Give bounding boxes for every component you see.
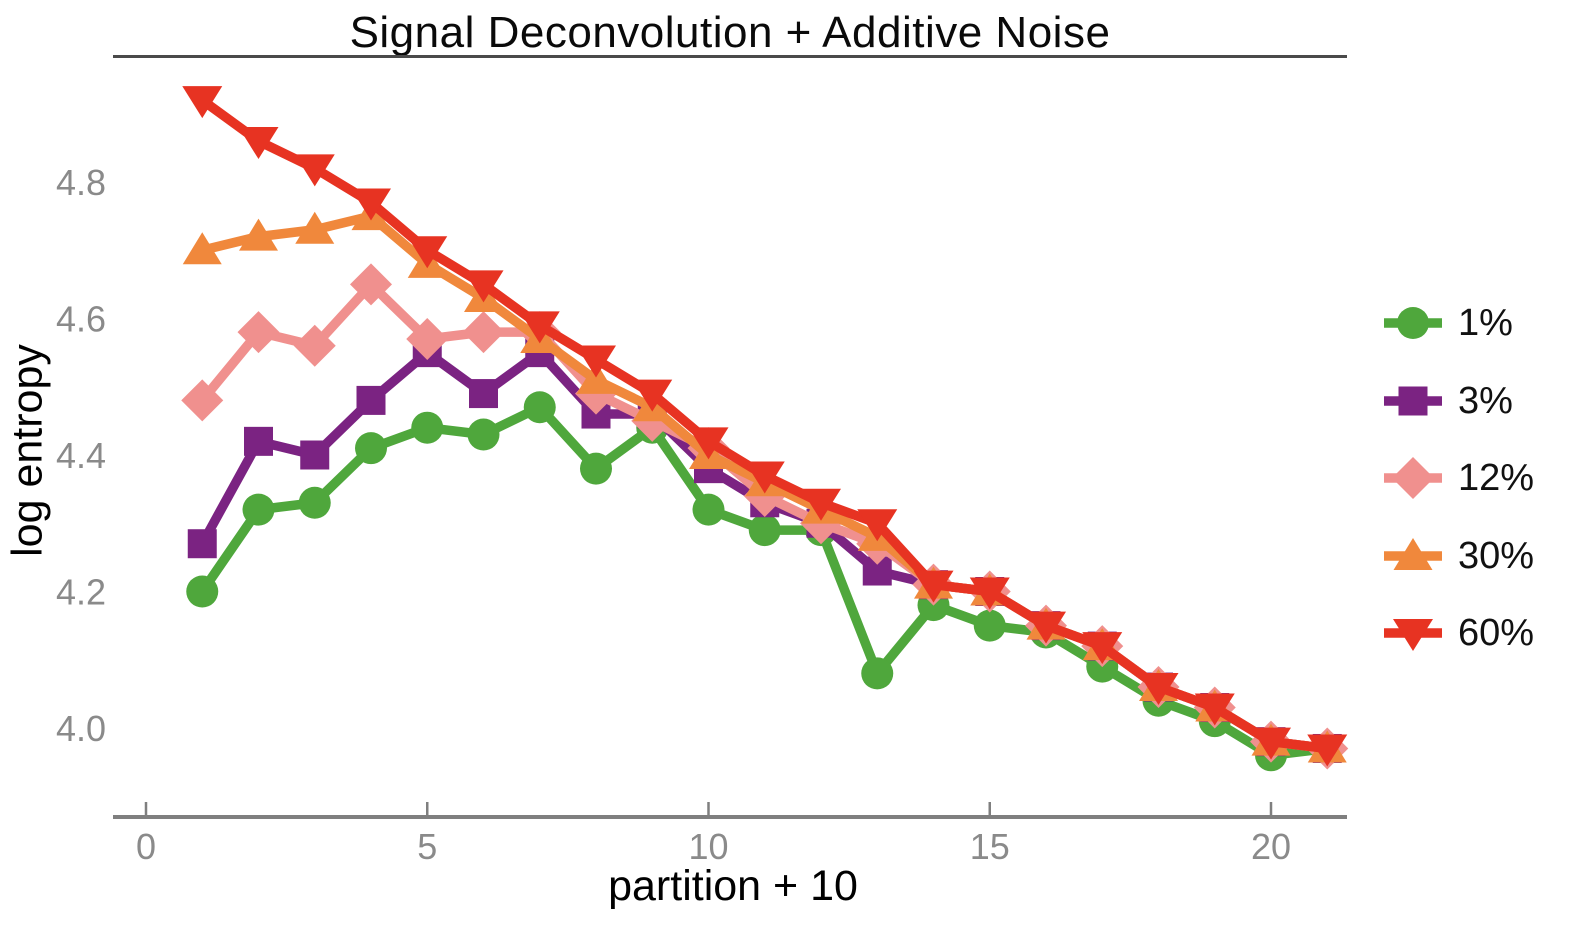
legend-marker-square-icon <box>1384 386 1442 415</box>
legend-label: 60% <box>1458 612 1535 654</box>
circle-marker <box>580 452 612 485</box>
legend-item-1%: 1% <box>1382 298 1513 348</box>
legend-square-icon <box>1398 386 1428 415</box>
triangle-down-marker <box>1138 673 1179 706</box>
series-60% <box>182 86 1348 767</box>
x-tick-label: 10 <box>688 826 728 867</box>
triangle-down-marker <box>576 345 616 378</box>
circle-marker <box>242 493 275 526</box>
legend-label: 3% <box>1458 379 1513 422</box>
legend-label: 1% <box>1458 302 1513 344</box>
triangle-down-marker <box>688 427 729 460</box>
legend-triangle-down-icon <box>1393 619 1433 651</box>
legend-item-3%: 3% <box>1382 376 1513 426</box>
diamond-marker <box>293 324 336 367</box>
square-marker <box>469 379 498 409</box>
legend-circle-icon <box>1397 307 1429 339</box>
triangle-down-marker <box>1194 693 1235 726</box>
circle-marker <box>973 609 1006 642</box>
diamond-marker <box>237 311 280 354</box>
triangle-up-marker <box>576 361 616 394</box>
square-marker <box>187 529 217 559</box>
circle-marker <box>692 493 725 526</box>
triangle-down-marker <box>632 379 673 412</box>
circle-marker <box>411 411 444 444</box>
diamond-marker <box>462 311 505 354</box>
triangle-down-marker <box>857 509 898 542</box>
triangle-up-marker <box>182 232 222 265</box>
triangle-down-marker <box>1307 734 1348 767</box>
diamond-marker <box>406 317 449 360</box>
x-tick-label: 0 <box>136 826 156 867</box>
y-tick-label: 4.2 <box>56 572 106 613</box>
triangle-down-marker <box>407 236 448 269</box>
square-marker <box>300 440 330 470</box>
x-tick-label: 20 <box>1251 826 1291 867</box>
x-tick-label: 5 <box>417 826 437 867</box>
circle-marker <box>861 657 894 690</box>
circle-marker <box>467 418 500 451</box>
legend-item-60%: 60% <box>1382 608 1534 658</box>
legend-marker-diamond-icon <box>1384 457 1442 499</box>
circle-marker <box>748 514 781 547</box>
y-tick-label: 4.8 <box>56 162 106 203</box>
triangle-down-marker <box>294 154 335 187</box>
y-tick-label: 4.4 <box>56 435 106 476</box>
circle-marker <box>298 486 331 519</box>
legend-triangle-up-icon <box>1393 537 1433 570</box>
triangle-down-marker <box>969 577 1010 610</box>
diamond-marker <box>350 263 392 306</box>
chart-title: Signal Deconvolution + Additive Noise <box>349 8 1111 57</box>
legend-diamond-icon <box>1392 457 1434 499</box>
x-axis-label: partition + 10 <box>608 862 858 910</box>
title-underline <box>113 55 1347 58</box>
legend-label: 30% <box>1458 534 1535 577</box>
series-1% <box>186 391 1344 772</box>
triangle-down-marker <box>463 270 504 303</box>
legend-item-12%: 12% <box>1382 453 1534 503</box>
y-axis-label: log entropy <box>3 344 52 557</box>
triangle-up-marker <box>239 218 278 251</box>
y-tick-label: 4.6 <box>56 299 106 340</box>
legend-marker-circle-icon <box>1384 307 1442 339</box>
triangle-down-marker <box>801 488 841 521</box>
square-marker <box>356 385 386 415</box>
legend-marker-triangle-up-icon <box>1384 537 1442 570</box>
x-tick-label: 15 <box>970 826 1010 867</box>
triangle-down-marker <box>1026 611 1066 644</box>
triangle-up-marker <box>295 211 335 244</box>
triangle-down-marker <box>238 127 279 160</box>
legend-label: 12% <box>1458 457 1535 499</box>
circle-marker <box>355 432 387 465</box>
triangle-down-marker <box>744 461 785 494</box>
diamond-marker <box>181 379 224 422</box>
legend-item-30%: 30% <box>1382 531 1534 581</box>
triangle-down-marker <box>519 311 560 344</box>
legend-marker-triangle-down-icon <box>1384 619 1442 651</box>
triangle-down-marker <box>1251 727 1291 760</box>
triangle-down-marker <box>913 570 954 603</box>
circle-marker <box>523 391 556 424</box>
square-marker <box>244 426 273 456</box>
triangle-down-marker <box>1082 632 1123 665</box>
triangle-down-marker <box>351 188 391 221</box>
circle-marker <box>186 575 219 608</box>
legend: 1% 3% 12% 30% 60% <box>1382 0 1582 938</box>
y-tick-label: 4.0 <box>56 708 106 749</box>
triangle-down-marker <box>182 86 223 119</box>
